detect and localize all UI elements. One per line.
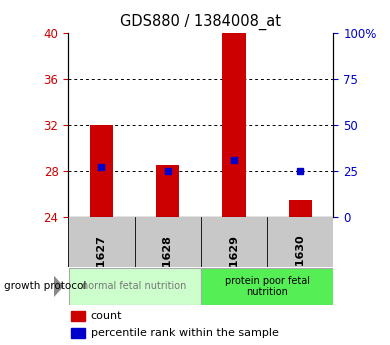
- Text: GSM31630: GSM31630: [295, 235, 305, 302]
- Bar: [90, 125, 113, 217]
- Text: GSM31629: GSM31629: [229, 235, 239, 302]
- Text: count: count: [91, 311, 122, 321]
- Bar: [201, 268, 333, 305]
- Bar: [71, 328, 85, 338]
- Bar: [71, 311, 85, 321]
- Text: normal fetal nutrition: normal fetal nutrition: [82, 282, 187, 291]
- Text: GSM31628: GSM31628: [163, 235, 173, 302]
- Text: growth protocol: growth protocol: [4, 282, 86, 291]
- Bar: [69, 268, 200, 305]
- Bar: [289, 200, 312, 217]
- Polygon shape: [54, 275, 64, 297]
- Bar: [156, 166, 179, 217]
- Title: GDS880 / 1384008_at: GDS880 / 1384008_at: [121, 14, 281, 30]
- Text: percentile rank within the sample: percentile rank within the sample: [91, 328, 279, 338]
- Text: protein poor fetal
nutrition: protein poor fetal nutrition: [225, 276, 310, 297]
- Text: GSM31627: GSM31627: [96, 235, 106, 302]
- Bar: [222, 33, 246, 217]
